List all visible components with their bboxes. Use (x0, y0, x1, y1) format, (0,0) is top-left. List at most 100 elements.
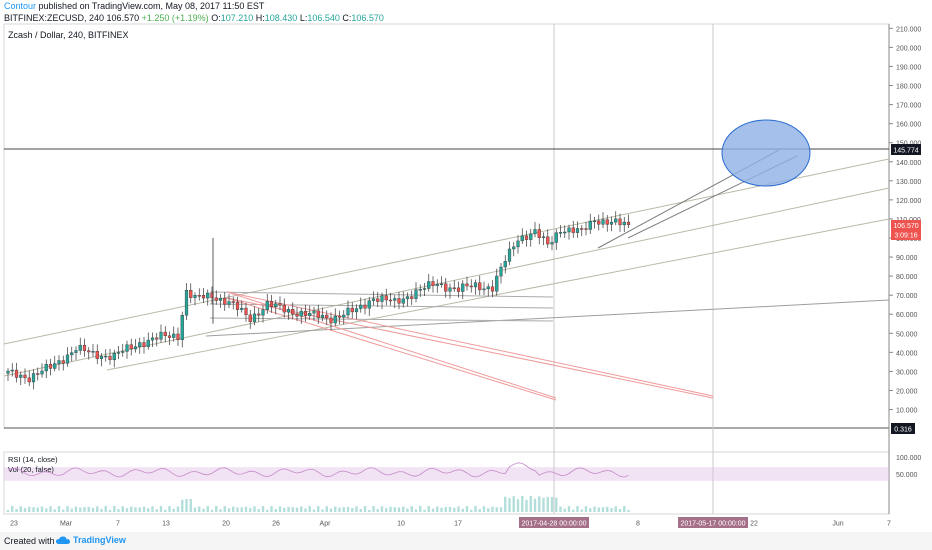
candle-body (23, 374, 27, 379)
volume-bar (155, 509, 158, 512)
cloud-icon (56, 536, 70, 544)
volume-bar (372, 506, 375, 512)
volume-bar (121, 506, 124, 512)
candle-body (91, 351, 95, 353)
candle-body (48, 364, 53, 369)
candle-body (27, 377, 31, 383)
volume-bar (168, 506, 171, 512)
candle-body (486, 286, 490, 290)
volume-bar (521, 496, 524, 512)
tradingview-logo[interactable]: TradingView (56, 535, 126, 545)
candle-body (614, 218, 618, 223)
candle-body (342, 314, 346, 318)
volume-bar (393, 507, 396, 512)
volume-bar (444, 507, 447, 512)
chart-area[interactable]: 10.000 20.000 30.000 40.000 50.000 60.000 70.0… (0, 0, 932, 532)
volume-bar (351, 507, 354, 512)
y-tick-label: 160.000 (896, 122, 921, 129)
main-pane-border (3, 23, 890, 429)
volume-bar (368, 509, 371, 512)
low-value: 106.540 (307, 13, 340, 23)
lower-price-badge (891, 423, 915, 434)
symbol-label: BITFINEX:ZECUSD, 240 (4, 13, 105, 23)
author-link[interactable]: Contour (4, 1, 37, 11)
rsi-line (7, 462, 629, 478)
candle-body (337, 315, 342, 318)
volume-bar (300, 506, 303, 512)
candle-body (10, 369, 14, 372)
last-price: 106.570 (106, 13, 140, 23)
volume-bar (219, 509, 222, 512)
volume-bar (427, 506, 430, 512)
volume-bar (465, 506, 469, 512)
volume-bar (138, 507, 141, 512)
candle-body (516, 240, 520, 248)
candle-body (112, 352, 116, 361)
y-tick-label: 30.000 (896, 369, 918, 376)
candle-body (320, 314, 325, 318)
candle-body (435, 284, 439, 286)
volume-bar (380, 506, 384, 512)
candle-body (40, 370, 44, 375)
trend-line-0 (3, 158, 890, 345)
candle-body (282, 305, 286, 313)
y-tick-label: 40.000 (896, 350, 918, 357)
candle-body (235, 301, 240, 310)
candle-body (240, 307, 244, 310)
y-tick-label: 10.000 (896, 408, 918, 415)
volume-bar (457, 506, 460, 512)
candle-body (584, 228, 588, 230)
volume-bar (244, 506, 248, 512)
y-tick-label: 120.000 (896, 198, 921, 205)
volume-bar (478, 509, 481, 512)
volume-bar (295, 507, 299, 512)
candle-body (82, 344, 87, 351)
high-label: H: (255, 13, 265, 23)
candle-body (223, 297, 227, 305)
candle-body (597, 220, 601, 225)
volume-bar (359, 508, 362, 512)
volume-bar (15, 508, 18, 512)
candle-body (371, 298, 376, 301)
candle-body (465, 283, 469, 287)
candle-body (507, 248, 512, 262)
candle-body (397, 298, 401, 304)
candle-body (295, 313, 299, 317)
volume-bar (266, 509, 269, 512)
candle-body (57, 360, 61, 364)
candle-body (422, 288, 427, 290)
volume-bar (567, 506, 571, 512)
candle-body (146, 339, 150, 347)
header-line-2: BITFINEX:ZECUSD, 240 106.570 +1.250 (+1.… (4, 13, 384, 23)
candle-body (401, 298, 405, 304)
candle-body (448, 287, 452, 292)
candle-body (274, 303, 278, 308)
candle-body (218, 297, 223, 301)
candle-body (180, 315, 184, 340)
candle-body (14, 369, 19, 378)
volume-bar (181, 499, 184, 512)
candle-body (346, 307, 350, 316)
volume-bar (62, 509, 65, 512)
footer-bar: Created with TradingView (0, 532, 932, 550)
volume-bar (397, 507, 401, 512)
candle-body (350, 307, 354, 313)
volume-bar (287, 506, 290, 512)
candle-body (74, 350, 78, 353)
volume-bar (325, 506, 328, 512)
volume-bar (185, 498, 188, 512)
candle-body (87, 350, 91, 353)
volume-bar (274, 508, 277, 512)
candle-body (478, 282, 482, 291)
volume-bar (525, 499, 528, 512)
volume-bar (453, 507, 456, 512)
volume-bar (227, 508, 231, 512)
x-tick-label: 13 (162, 521, 170, 528)
candle-body (176, 333, 180, 340)
volume-bar (253, 506, 256, 512)
volume-bar (491, 506, 494, 512)
candle-body (125, 344, 129, 352)
volume-bar (618, 509, 622, 512)
volume-bar (215, 506, 218, 512)
volume-bar (419, 506, 422, 512)
